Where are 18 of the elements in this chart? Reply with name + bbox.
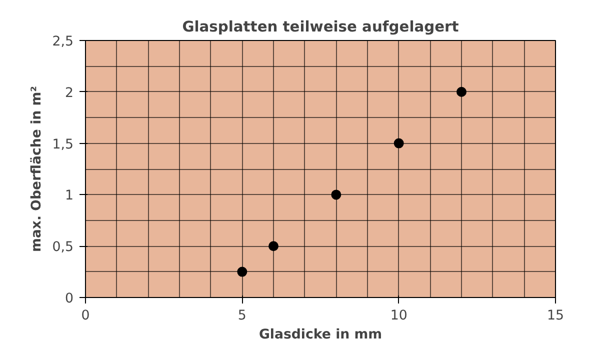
point bbox=[237, 266, 248, 277]
point bbox=[456, 86, 466, 97]
y-tick-label: 0 bbox=[65, 292, 74, 306]
y-tick-label: 2,5 bbox=[52, 34, 74, 50]
y-tick-label: 0,5 bbox=[52, 240, 74, 256]
y-axis-title: max. Oberfläche in m² bbox=[29, 86, 44, 252]
x-tick-label: 15 bbox=[547, 308, 564, 324]
y-tick-label: 1 bbox=[65, 188, 74, 204]
point bbox=[331, 190, 342, 200]
chart-title: Glasplatten teilweise aufgelagert bbox=[182, 18, 459, 36]
y-tick-label: 1,5 bbox=[52, 137, 74, 152]
point bbox=[394, 138, 404, 148]
x-tick-label: 10 bbox=[390, 308, 408, 324]
x-tick-label: 5 bbox=[238, 308, 246, 324]
point bbox=[268, 241, 278, 252]
x-tick-label: 0 bbox=[81, 308, 90, 324]
x-axis-title: Glasdicke in mm bbox=[258, 328, 382, 342]
y-tick-label: 2 bbox=[65, 86, 74, 101]
